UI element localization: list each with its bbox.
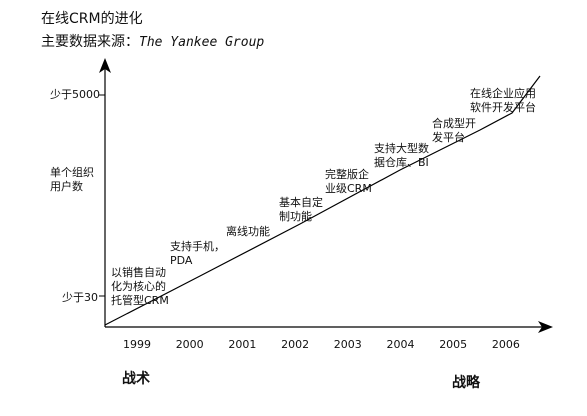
annotation-2004: 支持大型数 据仓库、BI	[374, 142, 429, 169]
x-tick-label-1999: 1999	[123, 338, 151, 351]
x-tick-label-2003: 2003	[333, 338, 362, 351]
x-tick-label-2004: 2004	[386, 338, 415, 351]
annotation-1999: 以销售自动 化为核心的 托管型CRM	[111, 266, 169, 307]
chart-subtitle: 主要数据来源：The Yankee Group	[41, 31, 264, 51]
annotation-2005: 合成型开 发平台	[432, 117, 476, 144]
annotation-2006: 在线企业应用 软件开发平台	[470, 87, 536, 114]
chart-title: 在线CRM的进化	[41, 11, 143, 27]
evolution-trend-line	[104, 75, 541, 326]
y-axis-title: 单个组织 用户数	[50, 166, 94, 193]
x-tick-label-2001: 2001	[228, 338, 257, 351]
x-tick-label-2002: 2002	[281, 338, 310, 351]
annotation-2001: 离线功能	[226, 225, 270, 238]
annotation-2002: 基本自定 制功能	[279, 196, 323, 223]
y-tick-label-5000: 少于5000	[50, 88, 100, 101]
y-tick-label-30: 少于30	[62, 291, 98, 304]
tactical-label: 战术	[122, 371, 150, 387]
y-axis-arrow-icon	[99, 58, 111, 73]
x-tick-label-2000: 2000	[175, 338, 204, 351]
strategic-label: 战略	[452, 375, 480, 391]
annotation-2000: 支持手机， PDA	[170, 240, 225, 267]
x-tick-label-2005: 2005	[439, 338, 468, 351]
data-source: The Yankee Group	[139, 35, 265, 50]
x-axis-arrow-icon	[538, 321, 553, 333]
subtitle-prefix: 主要数据来源：	[41, 34, 139, 50]
x-tick-label-2006: 2006	[491, 338, 520, 351]
annotation-2003: 完整版企 业级CRM	[325, 168, 372, 195]
